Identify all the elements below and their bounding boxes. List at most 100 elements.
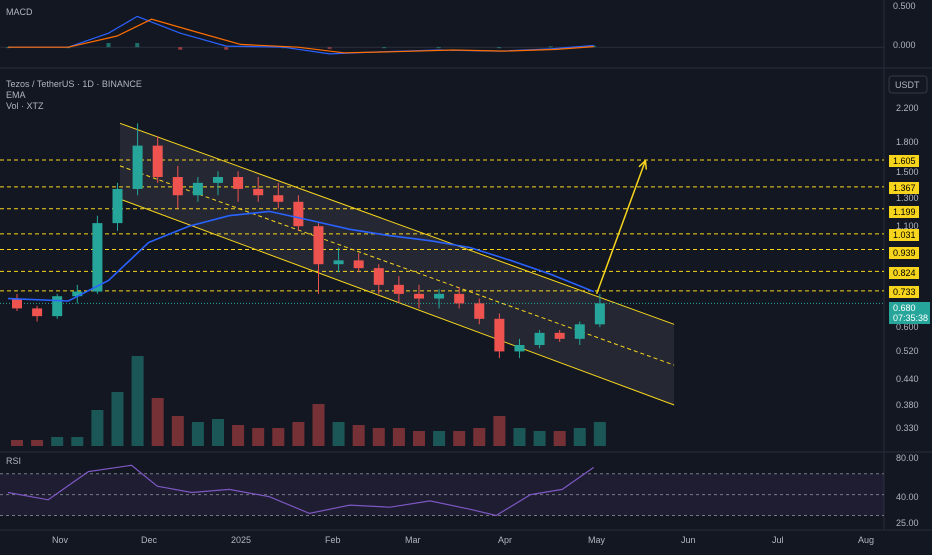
candle-body [313,226,324,265]
price-axis[interactable]: 2.200 1.800 1.500 1.300 1.100 0.600 0.52… [896,103,919,433]
volume-bar [332,422,345,446]
level-tag-box [889,286,919,298]
time-axis-label: Apr [498,535,512,545]
price-axis-label: 0.330 [896,423,919,433]
candle-body [12,298,22,309]
rsi-band-fill [0,473,884,516]
rsi-axis-label: 80.00 [896,453,919,463]
candle-body [333,260,344,265]
level-tag-label: 1.605 [893,156,916,166]
candle-body [594,303,605,325]
macd-signal-line [8,18,594,54]
level-tag: 1.605 [889,155,919,167]
symbol-title[interactable]: Tezos / TetherUS · 1D · BINANCE [6,79,142,89]
volume-bar [292,422,305,446]
chart-marks [0,15,884,517]
candle-body [253,188,264,196]
volume-bar [533,431,546,446]
channel-lower-line [119,198,675,406]
level-tag-label: 1.199 [893,207,916,217]
volume-bar [372,428,385,446]
level-tag-label: 0.939 [893,248,916,258]
candle-body [514,345,525,352]
macd-histogram-bar [436,47,441,49]
level-tag-label: 1.031 [893,230,916,240]
candle-body [32,308,43,317]
volume-bar [593,422,606,446]
price-axis-label: 2.200 [896,103,919,113]
candle-body [273,195,284,202]
candle-body [494,318,505,352]
volume-bar [272,428,285,446]
macd-histogram-bar [548,46,553,48]
level-tag: 0.733 [889,286,919,298]
volume-bar [171,416,184,446]
rsi-title[interactable]: RSI [6,456,21,466]
macd-title: MACD [6,7,33,17]
candle-body [534,332,545,346]
candle-body [112,188,123,224]
volume-bar [252,428,265,446]
projection-arrow-line [595,160,647,295]
rsi-line [7,464,595,517]
level-tag: 1.367 [889,182,919,194]
volume-bar [232,425,245,446]
rsi-axis-label: 25.00 [896,518,919,528]
currency-button-label[interactable]: USDT [895,80,920,90]
price-axis-label: 0.380 [896,400,919,410]
price-axis-label: 1.100 [896,221,919,231]
macd-histogram-bar [327,47,332,49]
time-axis-label: Jun [681,535,696,545]
current-price-label: 0.680 [893,303,916,313]
rsi-axis-label: 40.00 [896,492,919,502]
projection-arrow-head [638,158,648,170]
volume-bar [433,431,446,446]
candle-body [393,284,404,294]
candle-body [72,291,83,297]
price-axis-label: 1.500 [896,167,919,177]
time-axis-label: Aug [858,535,874,545]
currency-button-frame[interactable] [888,75,928,94]
price-axis-label: 1.800 [896,137,919,147]
candle-body [233,177,244,189]
candle-body [574,324,585,339]
volume-bar [573,428,586,446]
volume-indicator-label[interactable]: Vol · XTZ [6,101,44,111]
level-tag-box [889,182,919,194]
candle-body [212,177,223,183]
volume-bar [392,428,405,446]
level-tag: 0.824 [889,267,919,279]
macd-axis-label: 0.500 [893,1,916,11]
price-axis-label: 1.300 [896,193,919,203]
level-tag-box [889,267,919,279]
level-tag-label: 0.824 [893,268,916,278]
current-price-box [889,302,930,324]
level-tag-label: 1.367 [893,183,916,193]
time-axis[interactable]: Nov Dec 2025 Feb Mar Apr May Jun Jul Aug [52,535,874,545]
volume-bar [553,431,566,446]
candle-body [554,332,565,339]
level-tag: 1.031 [889,229,919,241]
macd-histogram-bar [591,45,596,48]
macd-histogram-bar [224,47,229,50]
candle-body [434,293,445,299]
ema-line [7,210,595,302]
ema-indicator-label[interactable]: EMA [6,90,26,100]
volume-bar [91,410,104,446]
candle-body [413,293,424,299]
currency-button[interactable]: USDT [888,75,928,94]
volume-bar [211,419,224,446]
level-tag: 0.939 [889,247,919,259]
volume-bar [352,425,365,446]
macd-histogram-bar [178,47,183,50]
volume-bar [71,437,84,446]
level-tag-label: 0.733 [893,287,916,297]
level-tag-box [889,206,919,218]
time-axis-label: May [588,535,606,545]
time-axis-label: Dec [141,535,158,545]
volume-bar [151,398,164,446]
volume-bar [31,440,44,446]
